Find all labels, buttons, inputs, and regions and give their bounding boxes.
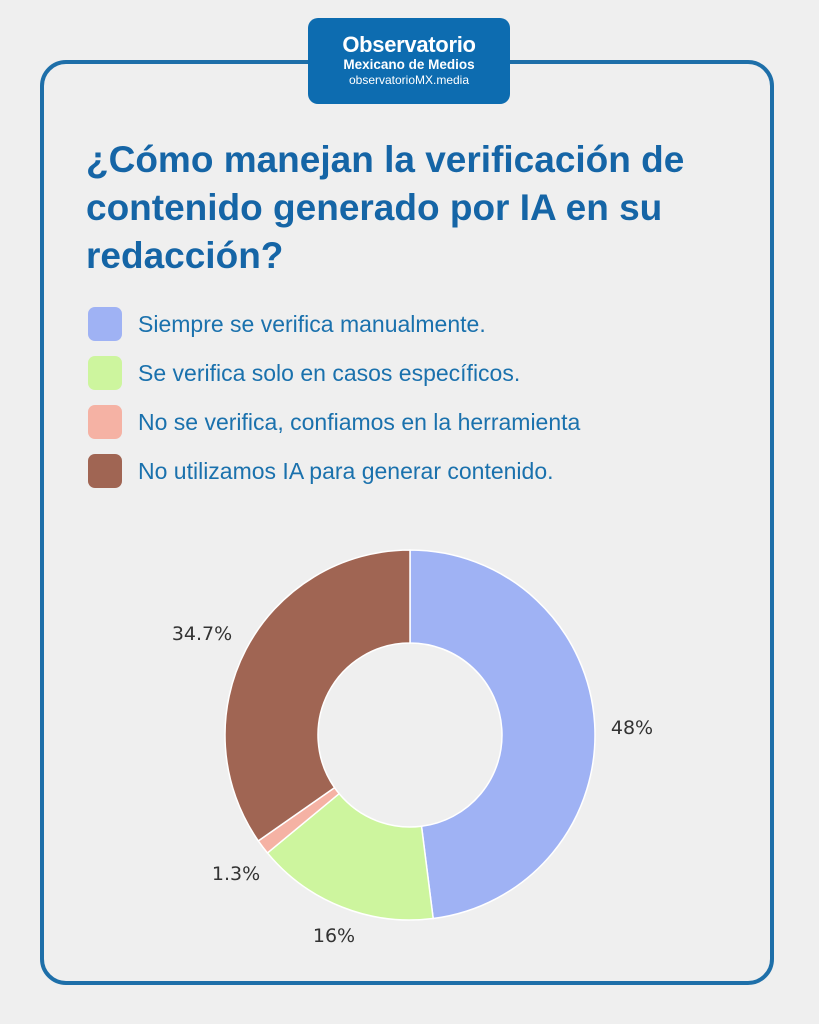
donut-slice — [266, 792, 435, 921]
logo-title: Observatorio — [342, 32, 476, 57]
legend-swatch — [88, 454, 122, 488]
legend-item: No se verifica, confiamos en la herramie… — [88, 404, 580, 440]
donut-slice — [409, 549, 596, 920]
donut-chart: 48% 16% 1.3% 34.7% — [172, 549, 653, 947]
legend-label: Siempre se verifica manualmente. — [138, 310, 486, 337]
donut-slice — [224, 549, 411, 842]
legend-label: No se verifica, confiamos en la herramie… — [138, 408, 581, 435]
chart-title: ¿Cómo manejan la verificación de conteni… — [86, 139, 685, 276]
legend-item: Se verifica solo en casos específicos. — [88, 355, 580, 391]
slice-value-label: 34.7% — [172, 623, 232, 645]
legend-label: No utilizamos IA para generar contenido. — [138, 457, 554, 484]
observatorio-logo[interactable]: Observatorio Mexicano de Medios observat… — [308, 18, 510, 104]
legend-swatch — [88, 307, 122, 341]
chart-legend: Siempre se verifica manualmente. Se veri… — [88, 306, 580, 502]
legend-item: No utilizamos IA para generar contenido. — [88, 453, 580, 489]
logo-url: observatorioMX.media — [348, 73, 470, 87]
legend-swatch — [88, 356, 122, 390]
legend-swatch — [88, 405, 122, 439]
slice-value-label: 48% — [611, 717, 653, 739]
slice-value-label: 16% — [313, 925, 355, 947]
legend-label: Se verifica solo en casos específicos. — [138, 359, 521, 386]
legend-item: Siempre se verifica manualmente. — [88, 306, 580, 342]
logo-subtitle: Mexicano de Medios — [343, 57, 475, 72]
slice-value-label: 1.3% — [212, 863, 260, 885]
